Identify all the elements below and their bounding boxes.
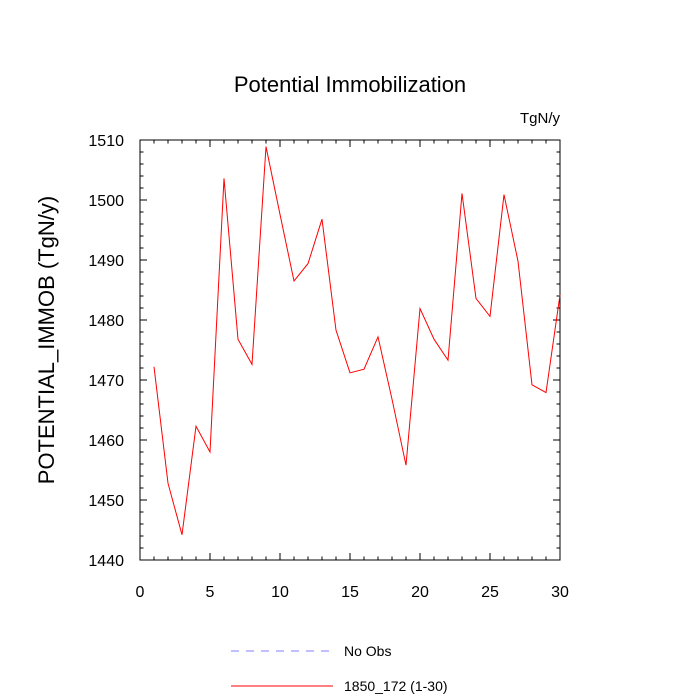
data-point [363, 368, 366, 371]
x-tick-label: 30 [551, 584, 569, 601]
data-point [223, 177, 226, 180]
y-tick-label: 1510 [88, 133, 124, 150]
data-point [195, 425, 198, 428]
data-point [209, 451, 212, 454]
data-point [307, 262, 310, 265]
data-point [433, 338, 436, 341]
data-point [293, 280, 296, 283]
x-tick-label: 20 [411, 584, 429, 601]
data-point [377, 335, 380, 338]
data-point [391, 398, 394, 401]
data-point [419, 307, 422, 310]
y-tick-label: 1460 [88, 433, 124, 450]
y-tick-label: 1440 [88, 553, 124, 570]
data-point [531, 383, 534, 386]
data-point [559, 293, 562, 296]
data-point [517, 260, 520, 263]
y-axis-label: POTENTIAL_IMMOB (TgN/y) [34, 196, 59, 484]
data-point [405, 464, 408, 467]
axis-ticks [139, 139, 561, 561]
data-point [349, 371, 352, 374]
axis-tick-labels: 0 5 10 15 20 25 30 1440 1450 1460 1470 1480 1490 1500… [88, 133, 569, 601]
y-tick-label: 1470 [88, 373, 124, 390]
y-tick-label: 1500 [88, 193, 124, 210]
series-line [153, 146, 561, 535]
y-tick-label: 1490 [88, 253, 124, 270]
x-tick-label: 25 [481, 584, 499, 601]
data-point [167, 482, 170, 485]
legend-label: 1850_172 (1-30) [344, 678, 448, 694]
units-label: TgN/y [520, 110, 561, 127]
data-point [503, 193, 506, 196]
data-point [237, 338, 240, 341]
data-point [153, 365, 156, 368]
data-point [335, 329, 338, 332]
data-point [321, 218, 324, 221]
data-point [279, 213, 282, 216]
data-point [181, 533, 184, 536]
series-layer [153, 145, 562, 536]
x-tick-label: 10 [271, 584, 289, 601]
data-point [447, 359, 450, 362]
data-point [251, 363, 254, 366]
legend: No Obs 1850_172 (1-30) [231, 643, 448, 694]
data-point [265, 145, 268, 148]
legend-label: No Obs [344, 643, 391, 659]
x-tick-label: 0 [136, 584, 145, 601]
data-point [489, 315, 492, 318]
data-point [461, 192, 464, 195]
y-tick-label: 1480 [88, 313, 124, 330]
y-tick-label: 1450 [88, 493, 124, 510]
data-point [545, 391, 548, 394]
chart-title: Potential Immobilization [234, 72, 466, 97]
x-tick-label: 15 [341, 584, 359, 601]
data-point [475, 297, 478, 300]
x-tick-label: 5 [206, 584, 215, 601]
plot-frame [139, 139, 561, 561]
